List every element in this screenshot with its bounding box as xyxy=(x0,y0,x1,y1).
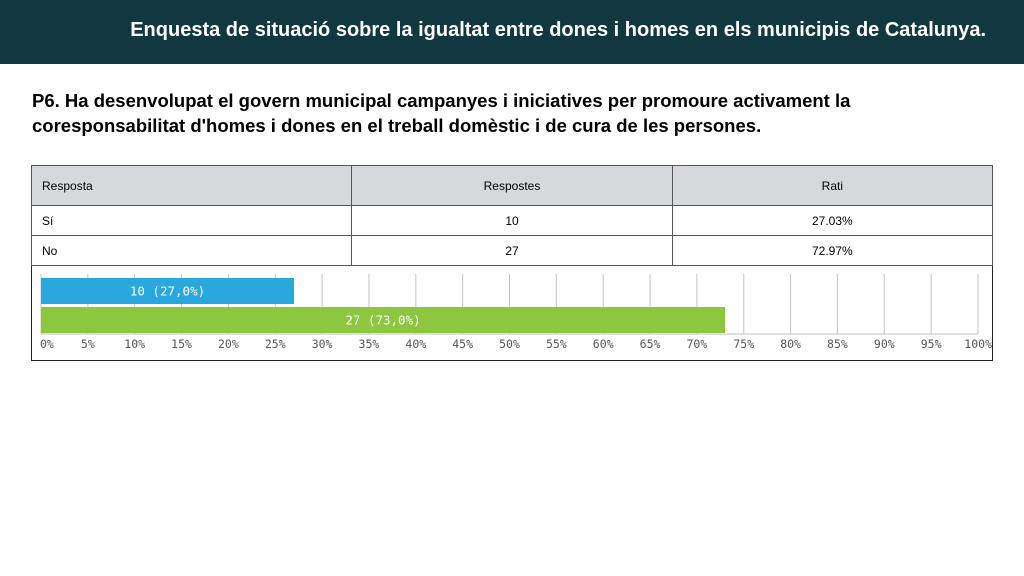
question-text: P6. Ha desenvolupat el govern municipal … xyxy=(32,88,932,138)
results-table: Resposta Respostes Rati Sí 10 27.03% No … xyxy=(30,165,994,266)
column-header-respostes: Respostes xyxy=(351,165,673,206)
cell-ratio: 27.03% xyxy=(671,205,994,236)
table-row: Sí 10 27.03% xyxy=(30,205,994,236)
table-header-row: Resposta Respostes Rati xyxy=(30,165,994,206)
cell-count: 27 xyxy=(351,235,673,266)
column-header-rati: Rati xyxy=(671,165,994,206)
x-tick-label: 35% xyxy=(359,337,380,351)
bar-chart: 10 (27,0%) 27 (73,0%) 0% 5% 10% 15% 20% 25% 30% 3… xyxy=(40,274,992,351)
x-tick-label: 25% xyxy=(265,337,286,351)
x-tick-label: 100% xyxy=(964,337,992,351)
x-tick-label: 45% xyxy=(452,337,473,351)
x-tick-label: 90% xyxy=(874,337,895,351)
cell-ratio: 72.97% xyxy=(671,235,994,266)
question-line-2: coresponsabilitat d'homes i dones en el … xyxy=(32,115,762,136)
x-tick-label: 80% xyxy=(780,337,801,351)
table-row: No 27 72.97% xyxy=(30,235,994,266)
x-tick-label: 0% xyxy=(40,337,54,351)
bar-no xyxy=(41,307,726,333)
x-tick-label: 15% xyxy=(171,337,192,351)
page-title: Enquesta de situació sobre la igualtat e… xyxy=(130,19,986,41)
question-line-1: P6. Ha desenvolupat el govern municipal … xyxy=(32,90,851,111)
cell-answer: Sí xyxy=(30,205,353,236)
column-header-resposta: Resposta xyxy=(30,165,353,206)
cell-count: 10 xyxy=(351,205,673,236)
x-tick-label: 50% xyxy=(499,337,520,351)
x-tick-label: 70% xyxy=(687,337,708,351)
x-tick-label: 30% xyxy=(312,337,333,351)
bar-si xyxy=(41,278,294,304)
header-banner: Enquesta de situació sobre la igualtat e… xyxy=(0,0,1024,64)
x-tick-label: 10% xyxy=(124,337,145,351)
x-tick-label: 5% xyxy=(81,337,95,351)
x-tick-label: 95% xyxy=(921,337,942,351)
bar-data-label: 27 (73,0%) xyxy=(345,313,420,328)
x-tick-label: 20% xyxy=(218,337,239,351)
x-tick-label: 75% xyxy=(733,337,754,351)
x-tick-label: 40% xyxy=(405,337,426,351)
cell-answer: No xyxy=(30,235,353,266)
bar-data-label: 10 (27,0%) xyxy=(130,284,205,299)
x-tick-label: 65% xyxy=(640,337,661,351)
x-tick-label: 85% xyxy=(827,337,848,351)
x-tick-label: 55% xyxy=(546,337,567,351)
x-tick-label: 60% xyxy=(593,337,614,351)
